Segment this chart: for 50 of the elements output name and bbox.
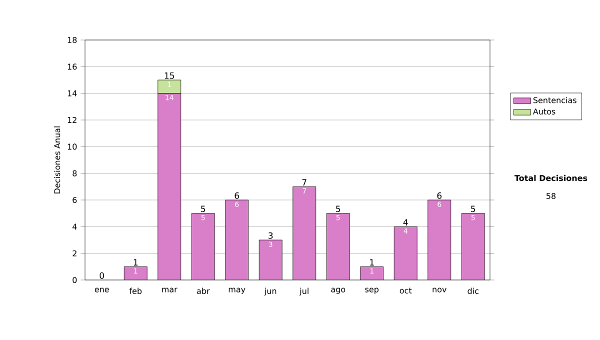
x-tick-label: abr — [196, 288, 210, 294]
total-label: 1 — [134, 259, 138, 266]
total-label: 5 — [336, 206, 340, 212]
total-label: 1 — [370, 259, 374, 266]
y-axis-title: Decisiones Anual — [54, 126, 60, 194]
x-tick-label: ago — [331, 288, 346, 294]
bar — [326, 213, 350, 280]
total-label: 4 — [403, 219, 408, 226]
y-tick-label: 6 — [72, 196, 77, 204]
bar — [461, 213, 485, 280]
text: Total Decisiones — [514, 174, 588, 182]
text: 58 — [546, 192, 556, 200]
y-tick-label: 0 — [72, 276, 77, 284]
bar — [360, 266, 384, 280]
total-label: 7 — [302, 179, 306, 186]
x-tick-label: feb — [129, 288, 142, 294]
x-tick-label: jun — [264, 288, 276, 296]
y-tick-label: 16 — [68, 64, 77, 70]
total-label: 15 — [164, 72, 174, 79]
x-tick-label: oct — [400, 288, 412, 294]
bar — [259, 240, 282, 280]
total-label: 6 — [437, 192, 442, 199]
y-tick-label: 2 — [72, 250, 76, 256]
y-tick-label: 12 — [68, 117, 76, 123]
legend-label: Sentencias — [533, 97, 576, 104]
x-tick-label: ene — [94, 288, 109, 292]
y-tick-label: 18 — [68, 36, 77, 44]
total-label: 3 — [268, 232, 273, 239]
bar — [428, 200, 451, 280]
bar — [394, 226, 418, 280]
y-tick-label: 4 — [72, 224, 77, 230]
total-label: 5 — [471, 206, 476, 212]
x-tick-label: jul — [299, 288, 308, 296]
y-tick-label: 10 — [68, 144, 77, 150]
x-tick-label: mar — [162, 288, 178, 292]
x-tick-label: nov — [432, 288, 446, 292]
legend-label: Autos — [532, 108, 556, 115]
x-tick-label: sep — [365, 288, 379, 294]
total-label: 6 — [234, 192, 240, 199]
bar — [225, 200, 248, 280]
total-label: 5 — [201, 206, 206, 212]
bar — [158, 93, 181, 280]
x-tick-label: may — [228, 288, 246, 294]
bar — [124, 266, 148, 280]
bar — [192, 213, 215, 280]
y-tick-label: 8 — [72, 170, 77, 176]
x-tick-label: dic — [468, 288, 478, 294]
y-tick-label: 14 — [68, 90, 77, 96]
total-label: 0 — [100, 272, 104, 279]
bar — [292, 186, 316, 280]
